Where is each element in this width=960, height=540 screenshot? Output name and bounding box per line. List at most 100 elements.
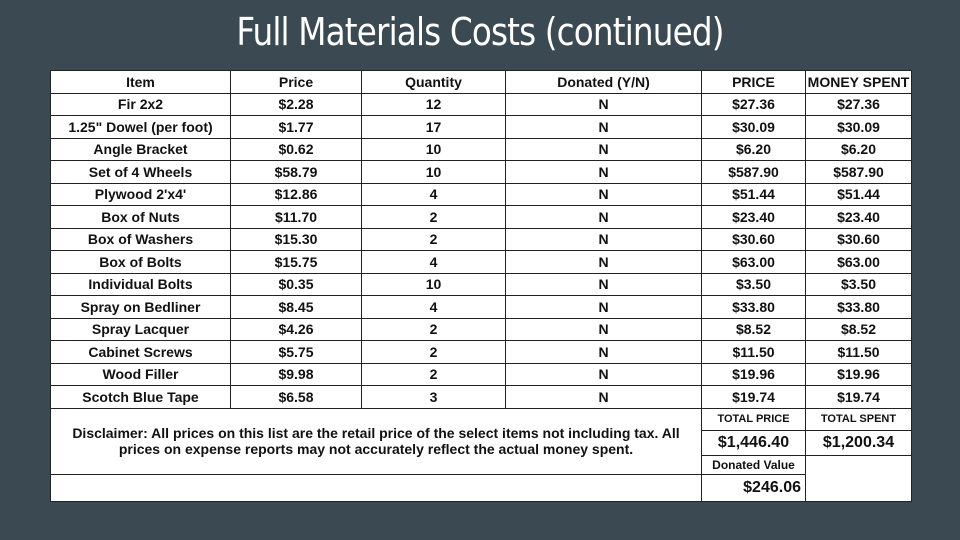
quantity-cell: 2	[361, 362, 506, 386]
total-spent-value: $1,200.34	[805, 430, 912, 456]
donated-flag-cell: N	[505, 205, 702, 229]
item-name-cell: Wood Filler	[50, 362, 231, 386]
quantity-cell: 17	[361, 115, 506, 139]
donated-value-amount: $246.06	[701, 474, 806, 502]
quantity-cell: 12	[361, 92, 506, 116]
item-name-cell: Scotch Blue Tape	[50, 385, 231, 409]
unit-price-cell: $58.79	[230, 160, 362, 184]
header-row: Item Price Quantity Donated (Y/N) PRICE …	[50, 70, 912, 94]
item-name-cell: Spray on Bedliner	[50, 295, 231, 319]
table-row: Set of 4 Wheels $58.79 10 N $587.90 $587.90	[50, 160, 912, 184]
donated-flag-cell: N	[505, 227, 702, 251]
table-row: Wood Filler $9.98 2 N $19.96 $19.96	[50, 362, 912, 386]
unit-price-cell: $0.35	[230, 272, 362, 296]
unit-price-cell: $5.75	[230, 340, 362, 364]
item-name-cell: Set of 4 Wheels	[50, 160, 231, 184]
item-name-cell: Box of Washers	[50, 227, 231, 251]
table-row: Fir 2x2 $2.28 12 N $27.36 $27.36	[50, 92, 912, 116]
line-price-cell: $19.74	[701, 385, 806, 409]
donated-flag-cell: N	[505, 115, 702, 139]
line-price-cell: $33.80	[701, 295, 806, 319]
donated-label-row: Donated Value	[51, 455, 912, 502]
unit-price-cell: $4.26	[230, 317, 362, 341]
money-spent-cell: $3.50	[805, 272, 912, 296]
quantity-cell: 4	[361, 250, 506, 274]
item-name-cell: Plywood 2'x4'	[50, 182, 231, 206]
table-row: Cabinet Screws $5.75 2 N $11.50 $11.50	[50, 340, 912, 364]
quantity-cell: 2	[361, 205, 506, 229]
total-spent-label: TOTAL SPENT	[805, 407, 912, 431]
unit-price-cell: $0.62	[230, 137, 362, 161]
header-money-spent: MONEY SPENT	[805, 70, 912, 94]
materials-table: Item Price Quantity Donated (Y/N) PRICE …	[50, 70, 912, 502]
quantity-cell: 10	[361, 272, 506, 296]
header-quantity: Quantity	[361, 70, 506, 94]
line-price-cell: $587.90	[701, 160, 806, 184]
money-spent-cell: $19.74	[805, 385, 912, 409]
table-row: Box of Bolts $15.75 4 N $63.00 $63.00	[50, 250, 912, 274]
item-name-cell: Angle Bracket	[50, 137, 231, 161]
disclaimer-text: Disclaimer: All prices on this list are …	[50, 407, 702, 475]
money-spent-cell: $51.44	[805, 182, 912, 206]
item-name-cell: Cabinet Screws	[50, 340, 231, 364]
money-spent-cell: $11.50	[805, 340, 912, 364]
unit-price-cell: $8.45	[230, 295, 362, 319]
table-row: Spray Lacquer $4.26 2 N $8.52 $8.52	[50, 317, 912, 341]
header-total-price: PRICE	[701, 70, 806, 94]
donated-flag-cell: N	[505, 317, 702, 341]
quantity-cell: 4	[361, 182, 506, 206]
money-spent-cell: $8.52	[805, 317, 912, 341]
money-spent-cell: $19.96	[805, 362, 912, 386]
line-price-cell: $63.00	[701, 250, 806, 274]
total-price-label: TOTAL PRICE	[701, 407, 806, 431]
unit-price-cell: $2.28	[230, 92, 362, 116]
donated-flag-cell: N	[505, 250, 702, 274]
table-row: Plywood 2'x4' $12.86 4 N $51.44 $51.44	[50, 182, 912, 206]
money-spent-cell: $30.09	[805, 115, 912, 139]
unit-price-cell: $11.70	[230, 205, 362, 229]
header-price: Price	[230, 70, 362, 94]
quantity-cell: 10	[361, 137, 506, 161]
slide-title: Full Materials Costs (continued)	[236, 10, 724, 54]
money-spent-cell: $23.40	[805, 205, 912, 229]
total-price-value: $1,446.40	[701, 430, 806, 456]
line-price-cell: $8.52	[701, 317, 806, 341]
donated-flag-cell: N	[505, 92, 702, 116]
money-spent-cell: $27.36	[805, 92, 912, 116]
donated-value-label: Donated Value	[701, 455, 806, 475]
header-donated: Donated (Y/N)	[505, 70, 702, 94]
item-name-cell: Individual Bolts	[50, 272, 231, 296]
table-row: Angle Bracket $0.62 10 N $6.20 $6.20	[50, 137, 912, 161]
money-spent-cell: $33.80	[805, 295, 912, 319]
line-price-cell: $3.50	[701, 272, 806, 296]
unit-price-cell: $1.77	[230, 115, 362, 139]
unit-price-cell: $6.58	[230, 385, 362, 409]
item-name-cell: Box of Nuts	[50, 205, 231, 229]
line-price-cell: $19.96	[701, 362, 806, 386]
item-name-cell: 1.25" Dowel (per foot)	[50, 115, 231, 139]
donated-flag-cell: N	[505, 272, 702, 296]
line-price-cell: $6.20	[701, 137, 806, 161]
money-spent-cell: $587.90	[805, 160, 912, 184]
blank-cell	[805, 455, 912, 502]
donated-flag-cell: N	[505, 340, 702, 364]
table-row: Spray on Bedliner $8.45 4 N $33.80 $33.80	[50, 295, 912, 319]
item-name-cell: Fir 2x2	[50, 92, 231, 116]
table-row: 1.25" Dowel (per foot) $1.77 17 N $30.09 $30.…	[50, 115, 912, 139]
quantity-cell: 2	[361, 317, 506, 341]
line-price-cell: $51.44	[701, 182, 806, 206]
totals-label-row: Disclaimer: All prices on this list are …	[50, 407, 912, 475]
table-row: Box of Nuts $11.70 2 N $23.40 $23.40	[50, 205, 912, 229]
line-price-cell: $23.40	[701, 205, 806, 229]
unit-price-cell: $15.75	[230, 250, 362, 274]
table-row: Individual Bolts $0.35 10 N $3.50 $3.50	[50, 272, 912, 296]
quantity-cell: 2	[361, 340, 506, 364]
line-price-cell: $30.60	[701, 227, 806, 251]
money-spent-cell: $6.20	[805, 137, 912, 161]
unit-price-cell: $12.86	[230, 182, 362, 206]
donated-flag-cell: N	[505, 182, 702, 206]
table-row: Scotch Blue Tape $6.58 3 N $19.74 $19.74	[50, 385, 912, 409]
table-row: Box of Washers $15.30 2 N $30.60 $30.60	[50, 227, 912, 251]
unit-price-cell: $15.30	[230, 227, 362, 251]
item-name-cell: Box of Bolts	[50, 250, 231, 274]
